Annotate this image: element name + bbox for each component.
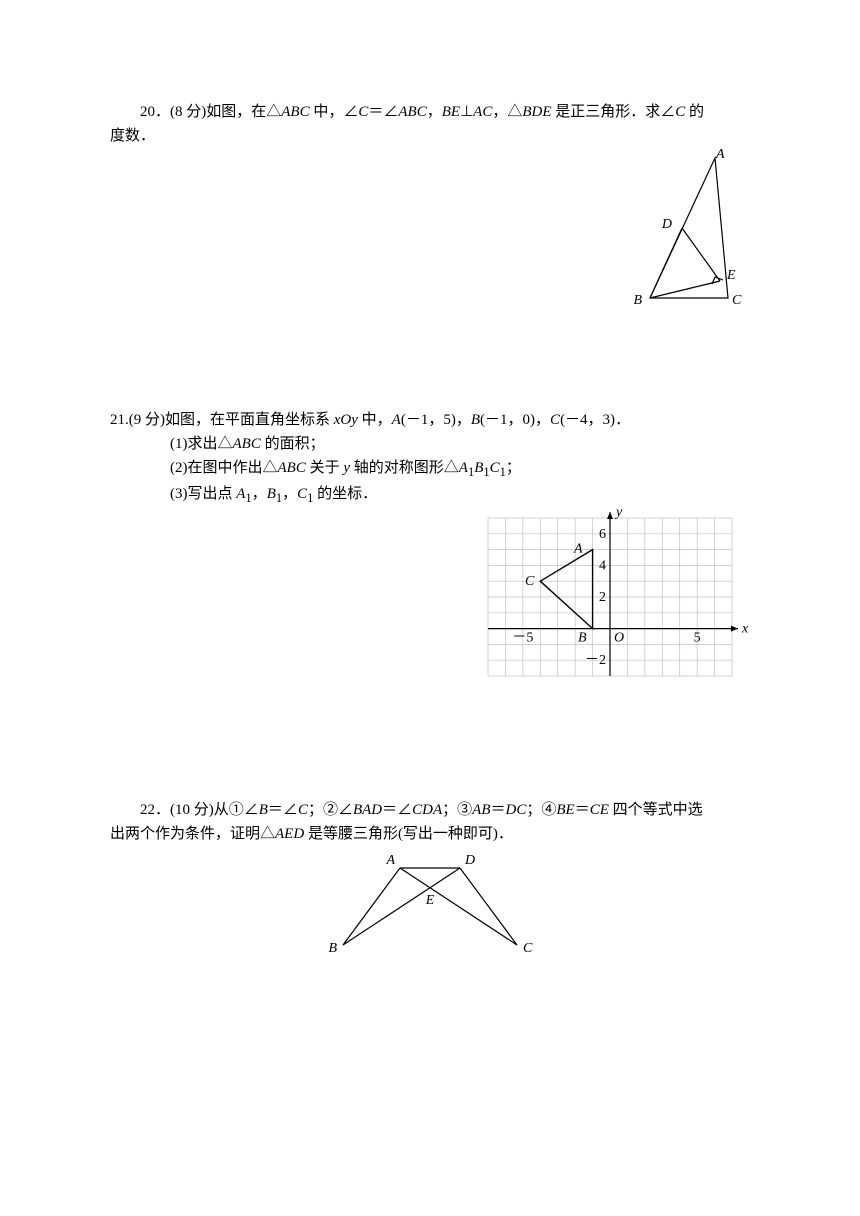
svg-text:O: O (614, 631, 624, 646)
label-E: E (726, 268, 736, 283)
svg-text:－2: －2 (585, 653, 606, 668)
problem-20-figure-row: A D E B C (110, 148, 750, 318)
problem-22-figure: A D E B C (315, 850, 545, 960)
problem-21-sub1: (1)求出△ABC 的面积； (110, 432, 750, 456)
problem-22-figure-row: A D E B C (110, 850, 750, 960)
problem-20-text: 20．(8 分)如图，在△ABC 中，∠C＝∠ABC，BE⊥AC，△BDE 是正… (110, 100, 750, 148)
svg-text:A: A (573, 542, 583, 557)
problem-21-text: 21.(9 分)如图，在平面直角坐标系 xOy 中，A(－1，5)，B(－1，0… (110, 408, 750, 432)
label-E: E (425, 893, 435, 908)
label-D: D (661, 217, 672, 232)
svg-text:6: 6 (599, 527, 606, 542)
label-C: C (523, 941, 533, 956)
label-A: A (715, 148, 725, 162)
svg-text:C: C (525, 574, 535, 589)
problem-20-figure: A D E B C (620, 148, 750, 318)
problem-21-sub2: (2)在图中作出△ABC 关于 y 轴的对称图形△A1B1C1； (110, 456, 750, 482)
label-B: B (633, 293, 642, 308)
problem-21-figure-row: －5 5 2 4 6 －2 x y O A B C (110, 508, 750, 688)
problem-22-line1: 22．(10 分)从①∠B＝∠C；②∠BAD＝∠CDA；③AB＝DC；④BE＝C… (110, 798, 750, 822)
problem-20: 20．(8 分)如图，在△ABC 中，∠C＝∠ABC，BE⊥AC，△BDE 是正… (110, 100, 750, 318)
svg-text:B: B (578, 631, 587, 646)
label-D: D (464, 853, 475, 868)
svg-text:5: 5 (694, 631, 701, 646)
problem-22-line2: 出两个作为条件，证明△AED 是等腰三角形(写出一种即可)． (110, 822, 750, 846)
svg-text:4: 4 (599, 558, 606, 573)
problem-21: 21.(9 分)如图，在平面直角坐标系 xOy 中，A(－1，5)，B(－1，0… (110, 408, 750, 688)
problem-22: 22．(10 分)从①∠B＝∠C；②∠BAD＝∠CDA；③AB＝DC；④BE＝C… (110, 798, 750, 960)
problem-20-line2: 度数． (110, 124, 750, 148)
label-B: B (328, 941, 337, 956)
svg-text:－5: －5 (512, 631, 533, 646)
problem-21-figure: －5 5 2 4 6 －2 x y O A B C (470, 508, 750, 688)
problem-20-line1: 20．(8 分)如图，在△ABC 中，∠C＝∠ABC，BE⊥AC，△BDE 是正… (110, 100, 750, 124)
svg-text:y: y (614, 508, 623, 520)
page: 20．(8 分)如图，在△ABC 中，∠C＝∠ABC，BE⊥AC，△BDE 是正… (0, 0, 860, 1216)
problem-21-sub3: (3)写出点 A1，B1，C1 的坐标． (110, 482, 750, 508)
label-C: C (732, 293, 742, 308)
svg-text:x: x (741, 622, 749, 637)
label-A: A (385, 853, 395, 868)
svg-text:2: 2 (599, 590, 606, 605)
